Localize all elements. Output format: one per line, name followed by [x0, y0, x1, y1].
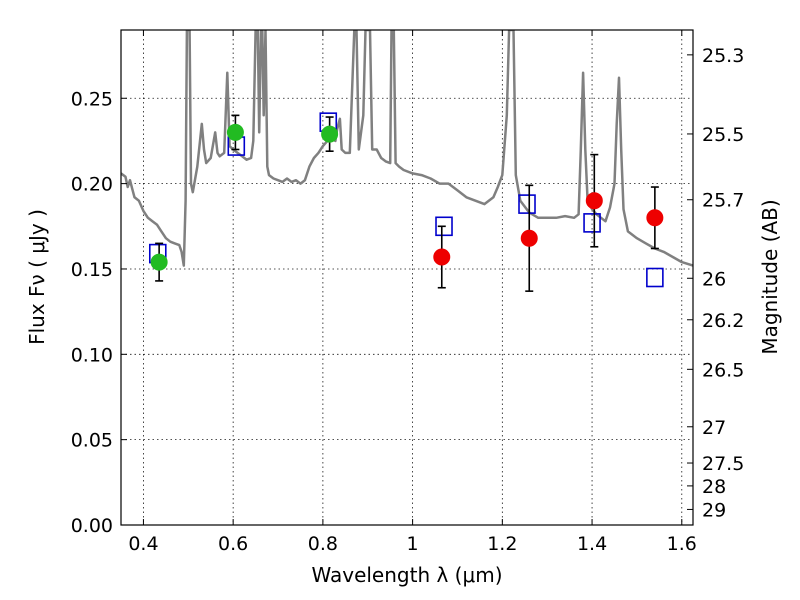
y2-tick-label: 27.5 — [702, 453, 744, 475]
y-tick-label: 0.25 — [71, 88, 113, 110]
observed-flux-point — [150, 253, 168, 271]
marker-layer — [148, 112, 664, 292]
y2-tick-label: 26.2 — [702, 310, 744, 332]
y2-tick-label: 25.5 — [702, 124, 744, 146]
plot-frame — [120, 29, 694, 526]
model-flux-square — [583, 213, 601, 233]
y-tick-label: 0.20 — [71, 174, 113, 196]
x-tick-label: 0.8 — [308, 533, 338, 555]
y2-axis-label: Magnitude (AB) — [758, 199, 782, 354]
x-tick-label: 1.2 — [487, 533, 517, 555]
y2-tick-label: 28 — [702, 476, 726, 498]
y-axis-label: Flux Fν ( μJy ) — [25, 209, 49, 345]
y-tick-label: 0.00 — [71, 515, 113, 537]
x-tick-label: 1.6 — [667, 533, 697, 555]
y2-tick-label: 26.5 — [702, 359, 744, 381]
observed-flux-point — [226, 123, 244, 141]
plot-area — [121, 30, 693, 267]
observed-flux-point — [520, 229, 538, 247]
axis-ticks: 0.4 0.6 0.8 1 1.2 1.4 1.6 0.00 0.05 0.10 0.15 0.20 0… — [71, 30, 744, 555]
x-tick-label: 0.4 — [128, 533, 158, 555]
model-flux-square — [646, 267, 664, 288]
observed-flux-point — [321, 125, 339, 143]
y2-tick-label: 25.7 — [702, 190, 744, 212]
observed-flux-point — [433, 248, 451, 266]
x-axis-label: Wavelength λ (μm) — [311, 563, 502, 587]
observed-flux-point — [646, 209, 664, 227]
y2-tick-label: 25.3 — [702, 45, 744, 67]
model-flux-square — [435, 216, 453, 237]
y-tick-label: 0.15 — [71, 259, 113, 281]
y2-tick-label: 26 — [702, 268, 726, 290]
observed-flux-point — [585, 192, 603, 210]
y2-tick-label: 27 — [702, 417, 726, 439]
grid-lines — [121, 30, 693, 526]
y-tick-label: 0.05 — [71, 430, 113, 452]
y2-tick-label: 29 — [702, 499, 726, 521]
model-flux-square — [518, 194, 536, 214]
model-spectrum-line — [121, 30, 693, 267]
x-tick-label: 0.6 — [218, 533, 248, 555]
y-tick-label: 0.10 — [71, 344, 113, 366]
x-tick-label: 1.4 — [577, 533, 607, 555]
x-tick-label: 1 — [407, 533, 419, 555]
